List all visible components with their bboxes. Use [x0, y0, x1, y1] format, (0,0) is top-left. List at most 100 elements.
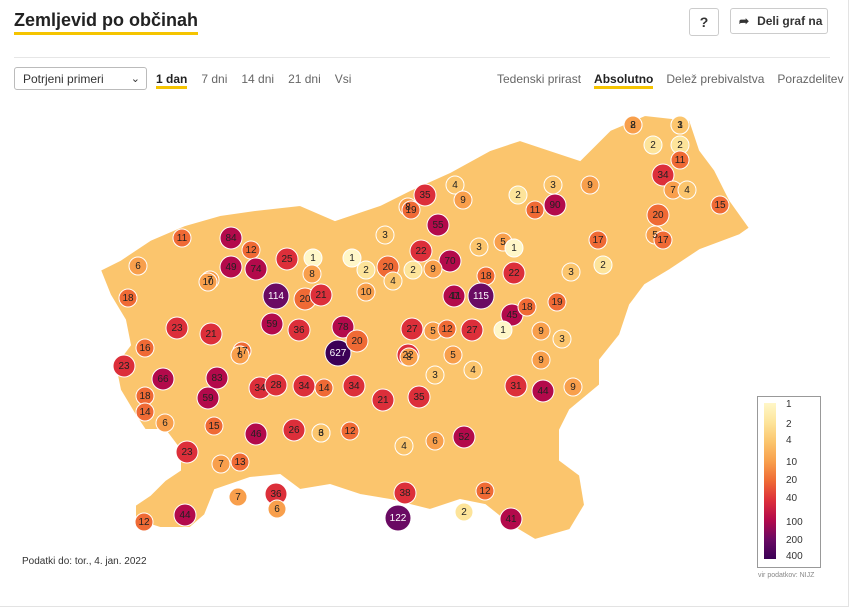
municipality-region[interactable]: [403, 260, 423, 280]
municipality-region[interactable]: [670, 115, 690, 135]
municipality-region[interactable]: [173, 503, 197, 527]
municipality-region[interactable]: [504, 374, 528, 398]
municipality-region[interactable]: [309, 283, 333, 307]
municipality-region[interactable]: [463, 360, 483, 380]
municipality-region[interactable]: [493, 320, 513, 340]
municipality-region[interactable]: [275, 247, 299, 271]
municipality-region[interactable]: [409, 239, 433, 263]
municipality-region[interactable]: [561, 262, 581, 282]
municipality-region[interactable]: [401, 200, 421, 220]
municipality-region[interactable]: [199, 322, 223, 346]
municipality-region[interactable]: [112, 354, 136, 378]
municipality-region[interactable]: [502, 261, 526, 285]
municipality-region[interactable]: [342, 248, 362, 268]
municipality-region[interactable]: [452, 425, 476, 449]
municipality-region[interactable]: [653, 230, 673, 250]
municipality-region[interactable]: [260, 312, 284, 336]
municipality-region[interactable]: [356, 260, 376, 280]
municipality-region[interactable]: [445, 175, 465, 195]
municipality-region[interactable]: [399, 347, 419, 367]
municipality-region[interactable]: [438, 249, 462, 273]
municipality-region[interactable]: [345, 329, 369, 353]
municipality-region[interactable]: [531, 350, 551, 370]
municipality-region[interactable]: [508, 185, 528, 205]
municipality-region[interactable]: [552, 329, 572, 349]
municipality-region[interactable]: [204, 416, 224, 436]
municipality-region[interactable]: [219, 255, 243, 279]
municipality-region[interactable]: [407, 385, 431, 409]
tab-period-7-days[interactable]: 7 dni: [201, 72, 228, 86]
municipality-region[interactable]: [302, 264, 322, 284]
municipality-region[interactable]: [211, 454, 231, 474]
municipality-region[interactable]: [651, 163, 675, 187]
municipality-region[interactable]: [175, 440, 199, 464]
municipality-region[interactable]: [196, 386, 220, 410]
municipality-region[interactable]: [393, 481, 417, 505]
municipality-region[interactable]: [531, 379, 555, 403]
municipality-region[interactable]: [443, 345, 463, 365]
municipality-region[interactable]: [383, 271, 403, 291]
tab-period-21-days[interactable]: 21 dni: [288, 72, 321, 86]
municipality-region[interactable]: [643, 135, 663, 155]
measure-select[interactable]: Potrjeni primeri ⌄: [14, 67, 147, 90]
municipality-region[interactable]: [151, 367, 175, 391]
municipality-region[interactable]: [384, 504, 412, 532]
municipality-region[interactable]: [670, 150, 690, 170]
municipality-region[interactable]: [371, 388, 395, 412]
tab-distribution[interactable]: Porazdelitev: [777, 72, 844, 86]
municipality-region[interactable]: [413, 183, 437, 207]
municipality-region[interactable]: [677, 180, 697, 200]
municipality-region[interactable]: [244, 257, 268, 281]
tab-period-all[interactable]: Vsi: [334, 72, 352, 86]
municipality-region[interactable]: [118, 288, 138, 308]
municipality-region[interactable]: [423, 259, 443, 279]
municipality-region[interactable]: [324, 339, 352, 367]
municipality-region[interactable]: [230, 345, 250, 365]
municipality-region[interactable]: [467, 282, 495, 310]
municipality-region[interactable]: [230, 452, 250, 472]
municipality-region[interactable]: [342, 374, 366, 398]
help-button[interactable]: ?: [689, 8, 719, 36]
municipality-region[interactable]: [205, 366, 229, 390]
municipality-region[interactable]: [563, 377, 583, 397]
municipality-region[interactable]: [460, 318, 484, 342]
municipality-region[interactable]: [442, 284, 466, 308]
municipality-region[interactable]: [314, 378, 334, 398]
municipality-region[interactable]: [499, 507, 523, 531]
municipality-region[interactable]: [454, 502, 474, 522]
municipality-region[interactable]: [262, 282, 290, 310]
municipality-region[interactable]: [282, 418, 306, 442]
municipality-region[interactable]: [426, 213, 450, 237]
tab-absolute[interactable]: Absolutno: [594, 72, 654, 89]
municipality-region[interactable]: [128, 256, 148, 276]
municipality-region[interactable]: [134, 512, 154, 532]
municipality-region[interactable]: [135, 338, 155, 358]
municipality-region[interactable]: [425, 365, 445, 385]
tab-weekly-growth[interactable]: Tedenski prirast: [497, 72, 582, 86]
municipality-region[interactable]: [623, 115, 643, 135]
municipality-region[interactable]: [469, 237, 489, 257]
municipality-region[interactable]: [198, 272, 218, 292]
municipality-region[interactable]: [588, 230, 608, 250]
municipality-region[interactable]: [517, 297, 537, 317]
municipality-region[interactable]: [547, 292, 567, 312]
municipality-region[interactable]: [172, 228, 192, 248]
municipality-region[interactable]: [228, 487, 248, 507]
municipality-region[interactable]: [525, 200, 545, 220]
municipality-region[interactable]: [710, 195, 730, 215]
municipality-region[interactable]: [244, 422, 268, 446]
municipality-region[interactable]: [311, 423, 331, 443]
municipality-region[interactable]: [356, 282, 376, 302]
municipality-region[interactable]: [340, 421, 360, 441]
share-button[interactable]: ➦ Deli graf na: [730, 8, 828, 34]
tab-period-14-days[interactable]: 14 dni: [241, 72, 275, 86]
municipality-region[interactable]: [165, 316, 189, 340]
tab-population-share[interactable]: Delež prebivalstva: [666, 72, 765, 86]
municipality-region[interactable]: [375, 225, 395, 245]
municipality-region[interactable]: [267, 499, 287, 519]
municipality-region[interactable]: [135, 402, 155, 422]
municipality-region[interactable]: [155, 413, 175, 433]
municipality-region[interactable]: [504, 238, 524, 258]
municipality-region[interactable]: [287, 318, 311, 342]
